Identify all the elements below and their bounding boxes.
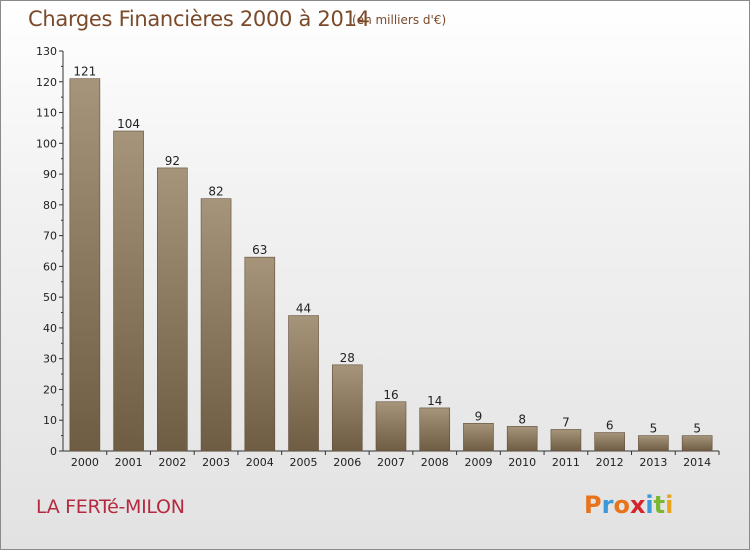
bar-2008 — [419, 407, 451, 452]
data-label-2002: 92 — [165, 154, 180, 168]
y-tick-label: 70 — [43, 230, 57, 243]
place-name: LA FERTé-MILON — [36, 496, 185, 518]
y-tick-label: 30 — [43, 353, 57, 366]
data-label-2001: 104 — [117, 117, 140, 131]
data-label-2011: 7 — [562, 415, 570, 429]
y-tick-label: 130 — [36, 45, 57, 58]
bar-chart: 0 10 20 30 40 50 60 70 80 90 100 110 120 130 2000 2001 2… — [36, 45, 720, 469]
logo-letter: x — [629, 491, 646, 519]
x-tick-label: 2008 — [421, 456, 449, 469]
bar-2002 — [157, 167, 188, 452]
x-tick-label: 2005 — [290, 456, 318, 469]
bar-2005 — [288, 315, 319, 452]
bar-2013 — [638, 435, 669, 452]
bar-2011 — [550, 429, 582, 452]
x-tick-label: 2004 — [246, 456, 274, 469]
logo-letter: i — [645, 491, 654, 519]
logo-letter: t — [653, 491, 666, 519]
bar-2000 — [69, 78, 101, 452]
chart-bars — [69, 78, 713, 452]
x-tick-label: 2012 — [596, 456, 624, 469]
chart-axes: 0 10 20 30 40 50 60 70 80 90 100 110 120 130 2000 2001 2… — [36, 45, 720, 469]
data-label-2010: 8 — [518, 412, 526, 426]
data-label-2007: 16 — [383, 388, 398, 402]
chart-unit-label: (en milliers d'€) — [352, 13, 447, 27]
data-label-2005: 44 — [296, 302, 311, 316]
x-tick-label: 2010 — [508, 456, 536, 469]
x-tick-label: 2013 — [639, 456, 667, 469]
bar-2004 — [244, 256, 276, 452]
x-tick-label: 2006 — [333, 456, 361, 469]
data-label-2012: 6 — [606, 419, 614, 433]
x-tick-label: 2009 — [464, 456, 492, 469]
data-label-2003: 82 — [208, 185, 223, 199]
y-tick-label: 10 — [43, 414, 57, 427]
chart-title: Charges Financières 2000 à 2014 — [28, 7, 370, 31]
data-label-2008: 14 — [427, 394, 442, 408]
x-tick-label: 2014 — [683, 456, 711, 469]
y-tick-label: 110 — [36, 107, 57, 120]
bar-2007 — [375, 401, 407, 452]
chart-data-labels: 121 104 92 82 63 44 28 16 14 9 8 7 6 5 5 — [73, 65, 701, 436]
data-label-2004: 63 — [252, 243, 267, 257]
y-tick-label: 100 — [36, 137, 57, 150]
y-tick-label: 50 — [43, 291, 57, 304]
y-tick-label: 80 — [43, 199, 57, 212]
bar-2009 — [463, 423, 494, 452]
data-label-2014: 5 — [693, 422, 701, 436]
x-tick-label: 2011 — [552, 456, 580, 469]
y-tick-label: 40 — [43, 322, 57, 335]
y-tick-label: 60 — [43, 260, 57, 273]
y-tick-label: 120 — [36, 76, 57, 89]
bar-2003 — [200, 198, 232, 452]
data-label-2013: 5 — [650, 422, 658, 436]
y-tick-label: 90 — [43, 168, 57, 181]
bar-2010 — [506, 426, 538, 452]
x-tick-label: 2000 — [71, 456, 99, 469]
x-tick-label: 2007 — [377, 456, 405, 469]
bar-2006 — [331, 364, 363, 452]
x-tick-label: 2002 — [158, 456, 186, 469]
logo-letter: o — [613, 491, 630, 519]
y-tick-label: 0 — [50, 445, 57, 458]
y-tick-label: 20 — [43, 383, 57, 396]
logo-letter: r — [601, 491, 614, 519]
proxiti-logo: Proxiti — [584, 491, 673, 519]
logo-letter: P — [584, 491, 602, 519]
data-label-2009: 9 — [475, 409, 483, 423]
data-label-2000: 121 — [73, 65, 96, 79]
bar-2012 — [594, 432, 625, 452]
x-tick-label: 2003 — [202, 456, 230, 469]
data-label-2006: 28 — [340, 351, 355, 365]
logo-letter: i — [665, 491, 674, 519]
x-tick-label: 2001 — [115, 456, 143, 469]
bar-2014 — [681, 435, 713, 452]
bar-2001 — [113, 130, 144, 452]
